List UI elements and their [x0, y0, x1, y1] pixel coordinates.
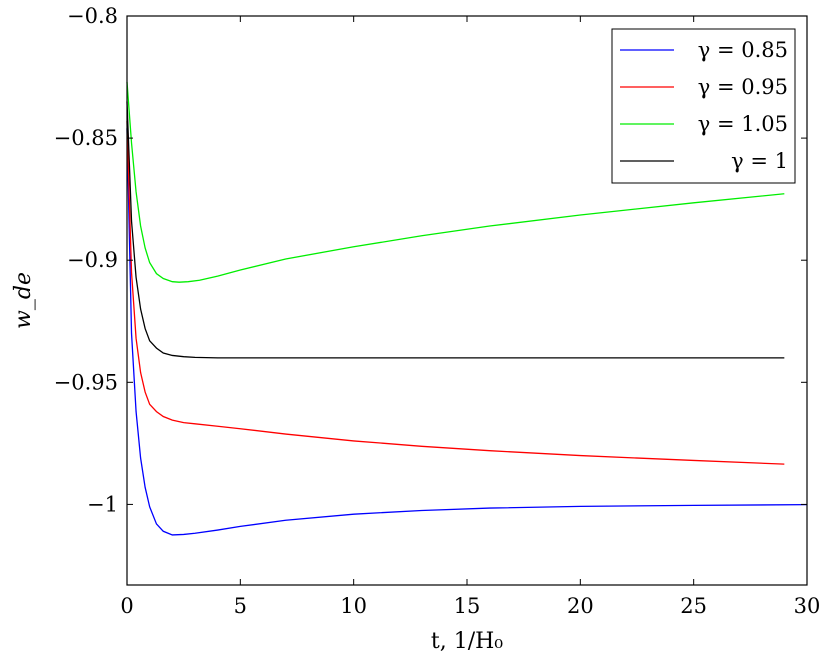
- legend-entry: γ = 0.95: [698, 75, 788, 99]
- legend: γ = 0.85 γ = 0.95 γ = 1.05 γ = 1: [611, 28, 796, 184]
- series-line-3: [126, 81, 785, 283]
- legend-box: [611, 28, 796, 184]
- series-line-2: [126, 120, 785, 465]
- axis-ticks: 0 5 10 15 20 25 30 −0.8 −0.85 −0.9 −0.95 −1: [54, 4, 821, 618]
- series-line-4: [126, 101, 785, 359]
- legend-entry: γ = 0.85: [698, 38, 788, 62]
- y-tick-label: −0.85: [54, 126, 118, 150]
- x-tick-label: 5: [234, 594, 247, 618]
- x-axis-label: t, 1/H₀: [431, 629, 503, 654]
- x-tick-label: 25: [680, 594, 707, 618]
- y-axis-label: w_de: [11, 272, 36, 329]
- x-tick-label: 30: [794, 594, 821, 618]
- legend-entry: γ = 1.05: [698, 112, 788, 136]
- y-tick-label: −0.9: [67, 248, 118, 272]
- x-tick-label: 15: [454, 594, 481, 618]
- x-axis-label-text: t, 1/H₀: [431, 629, 503, 654]
- series-line-1: [126, 128, 808, 536]
- plot-lines: [126, 81, 808, 536]
- y-tick-label: −1: [87, 492, 118, 516]
- x-tick-label: 0: [120, 594, 133, 618]
- x-tick-label: 20: [567, 594, 594, 618]
- y-tick-label: −0.8: [67, 4, 118, 28]
- legend-entry: γ = 1: [731, 149, 788, 173]
- y-axis-label-text: w_de: [11, 272, 36, 329]
- y-tick-label: −0.95: [54, 370, 118, 394]
- x-tick-label: 10: [340, 594, 367, 618]
